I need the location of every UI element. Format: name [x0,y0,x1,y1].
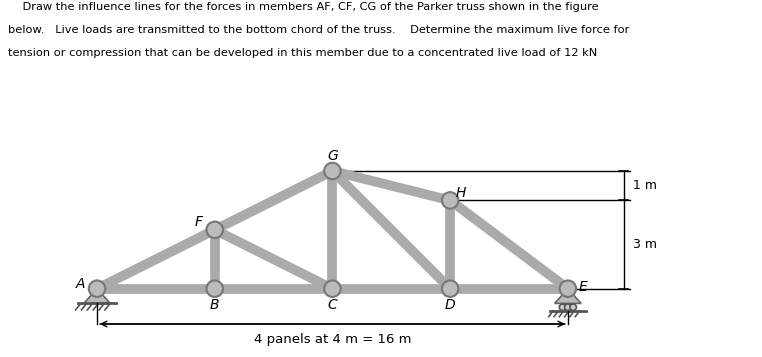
Circle shape [565,304,571,311]
Text: 1 m: 1 m [632,179,657,192]
Text: A: A [76,277,85,291]
Text: E: E [578,280,587,294]
Text: H: H [455,186,466,200]
Polygon shape [555,289,581,303]
Text: 4 panels at 4 m = 16 m: 4 panels at 4 m = 16 m [254,333,411,346]
Text: below.   Live loads are transmitted to the bottom chord of the truss.    Determi: below. Live loads are transmitted to the… [8,25,629,35]
Circle shape [207,222,223,238]
Text: Draw the influence lines for the forces in members AF, CF, CG of the Parker trus: Draw the influence lines for the forces … [8,2,598,12]
Circle shape [89,281,105,297]
Circle shape [324,281,341,297]
Text: C: C [328,298,338,312]
Text: B: B [210,298,219,312]
Circle shape [570,304,576,311]
Circle shape [559,304,566,311]
Polygon shape [84,289,110,303]
Text: G: G [327,149,338,163]
Text: D: D [445,298,456,312]
Text: 3 m: 3 m [632,238,657,251]
Circle shape [442,281,459,297]
Circle shape [207,281,223,297]
Circle shape [442,192,459,208]
Circle shape [559,281,576,297]
Text: F: F [194,216,203,230]
Circle shape [324,163,341,179]
Text: tension or compression that can be developed in this member due to a concentrate: tension or compression that can be devel… [8,48,597,58]
